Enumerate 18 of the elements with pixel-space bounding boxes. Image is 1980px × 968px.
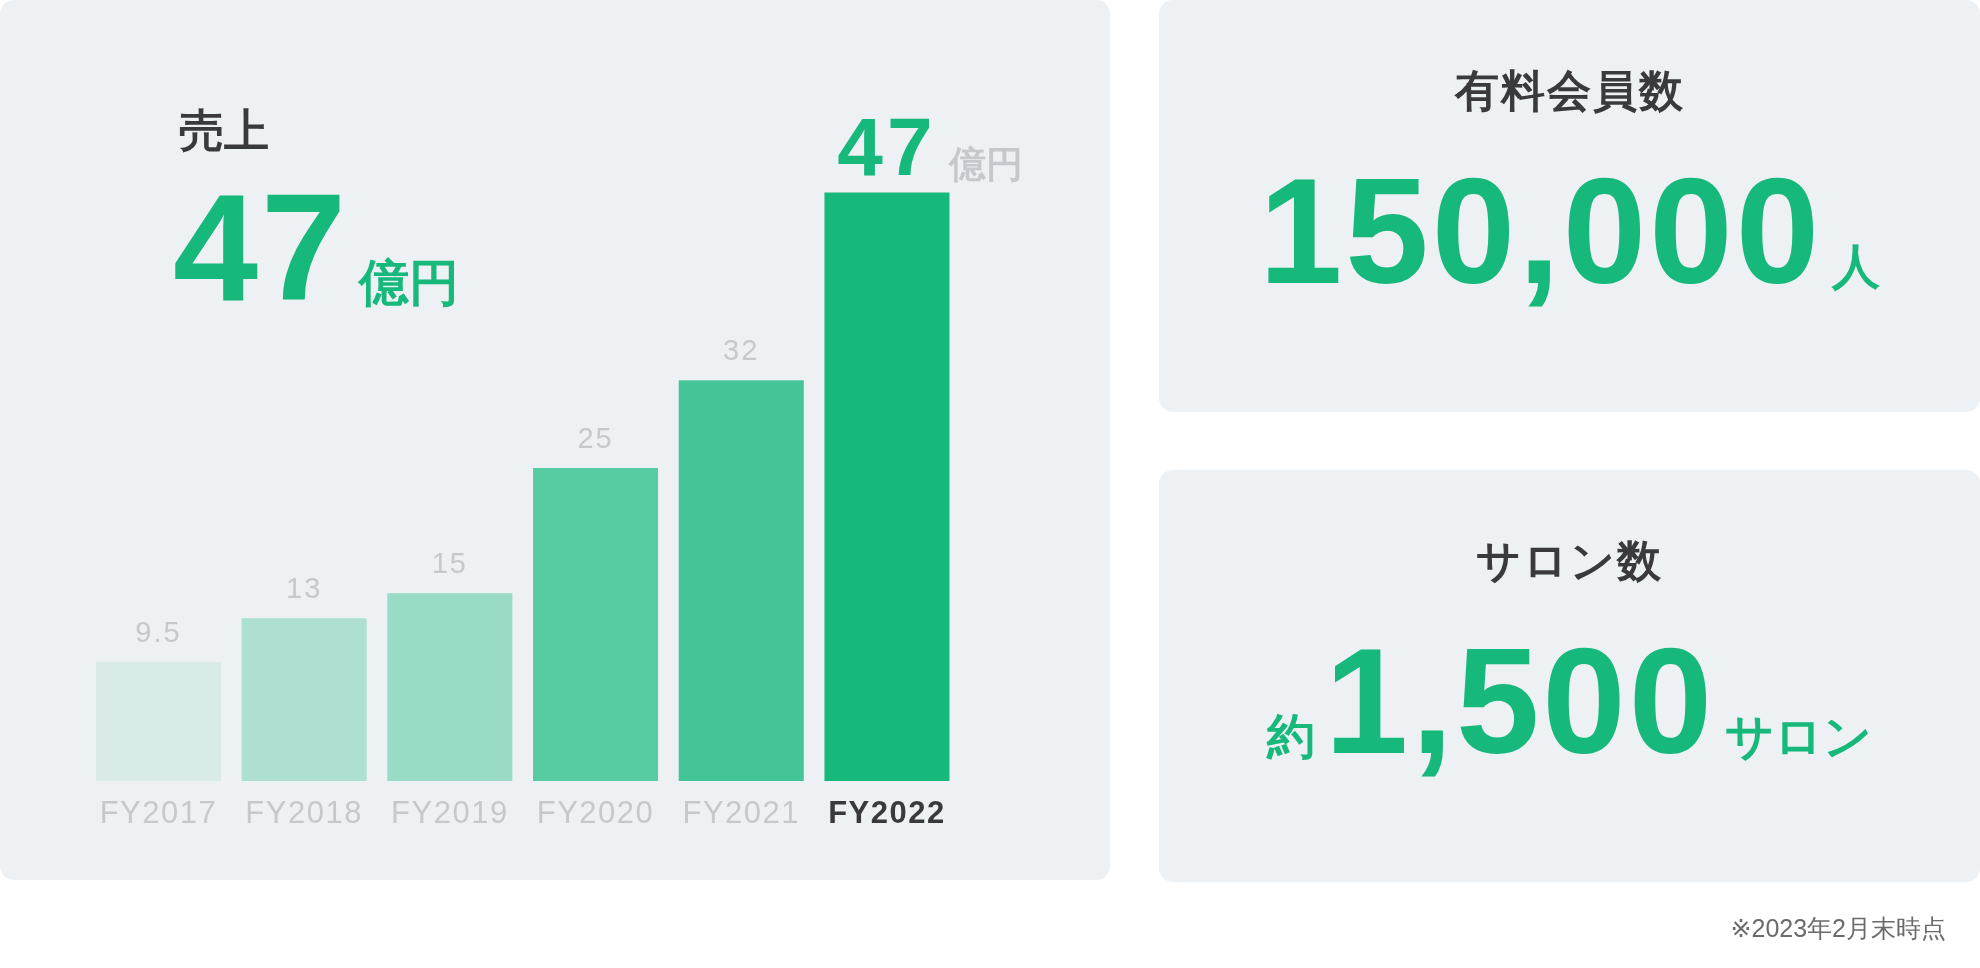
text: 有料会員数 <box>1453 66 1685 115</box>
bar <box>241 618 367 781</box>
bar <box>678 380 804 781</box>
bar <box>387 593 513 781</box>
data-label: 47 <box>837 100 937 192</box>
text: 人 <box>1831 240 1881 293</box>
text: サロン数 <box>1476 536 1663 585</box>
chart-title: 売上 <box>179 105 269 156</box>
bar <box>533 467 659 781</box>
annotation: 47 <box>173 161 350 332</box>
bar <box>824 192 950 781</box>
text: サロン <box>1725 710 1873 763</box>
annotation: 億円 <box>357 255 460 311</box>
text: 150,000 <box>1258 147 1823 315</box>
text: ※2023年2月末時点 <box>1730 914 1946 942</box>
x-tick-label: FY2022 <box>828 795 946 830</box>
text: 約 <box>1265 710 1315 763</box>
text: 1,500 <box>1324 617 1716 785</box>
